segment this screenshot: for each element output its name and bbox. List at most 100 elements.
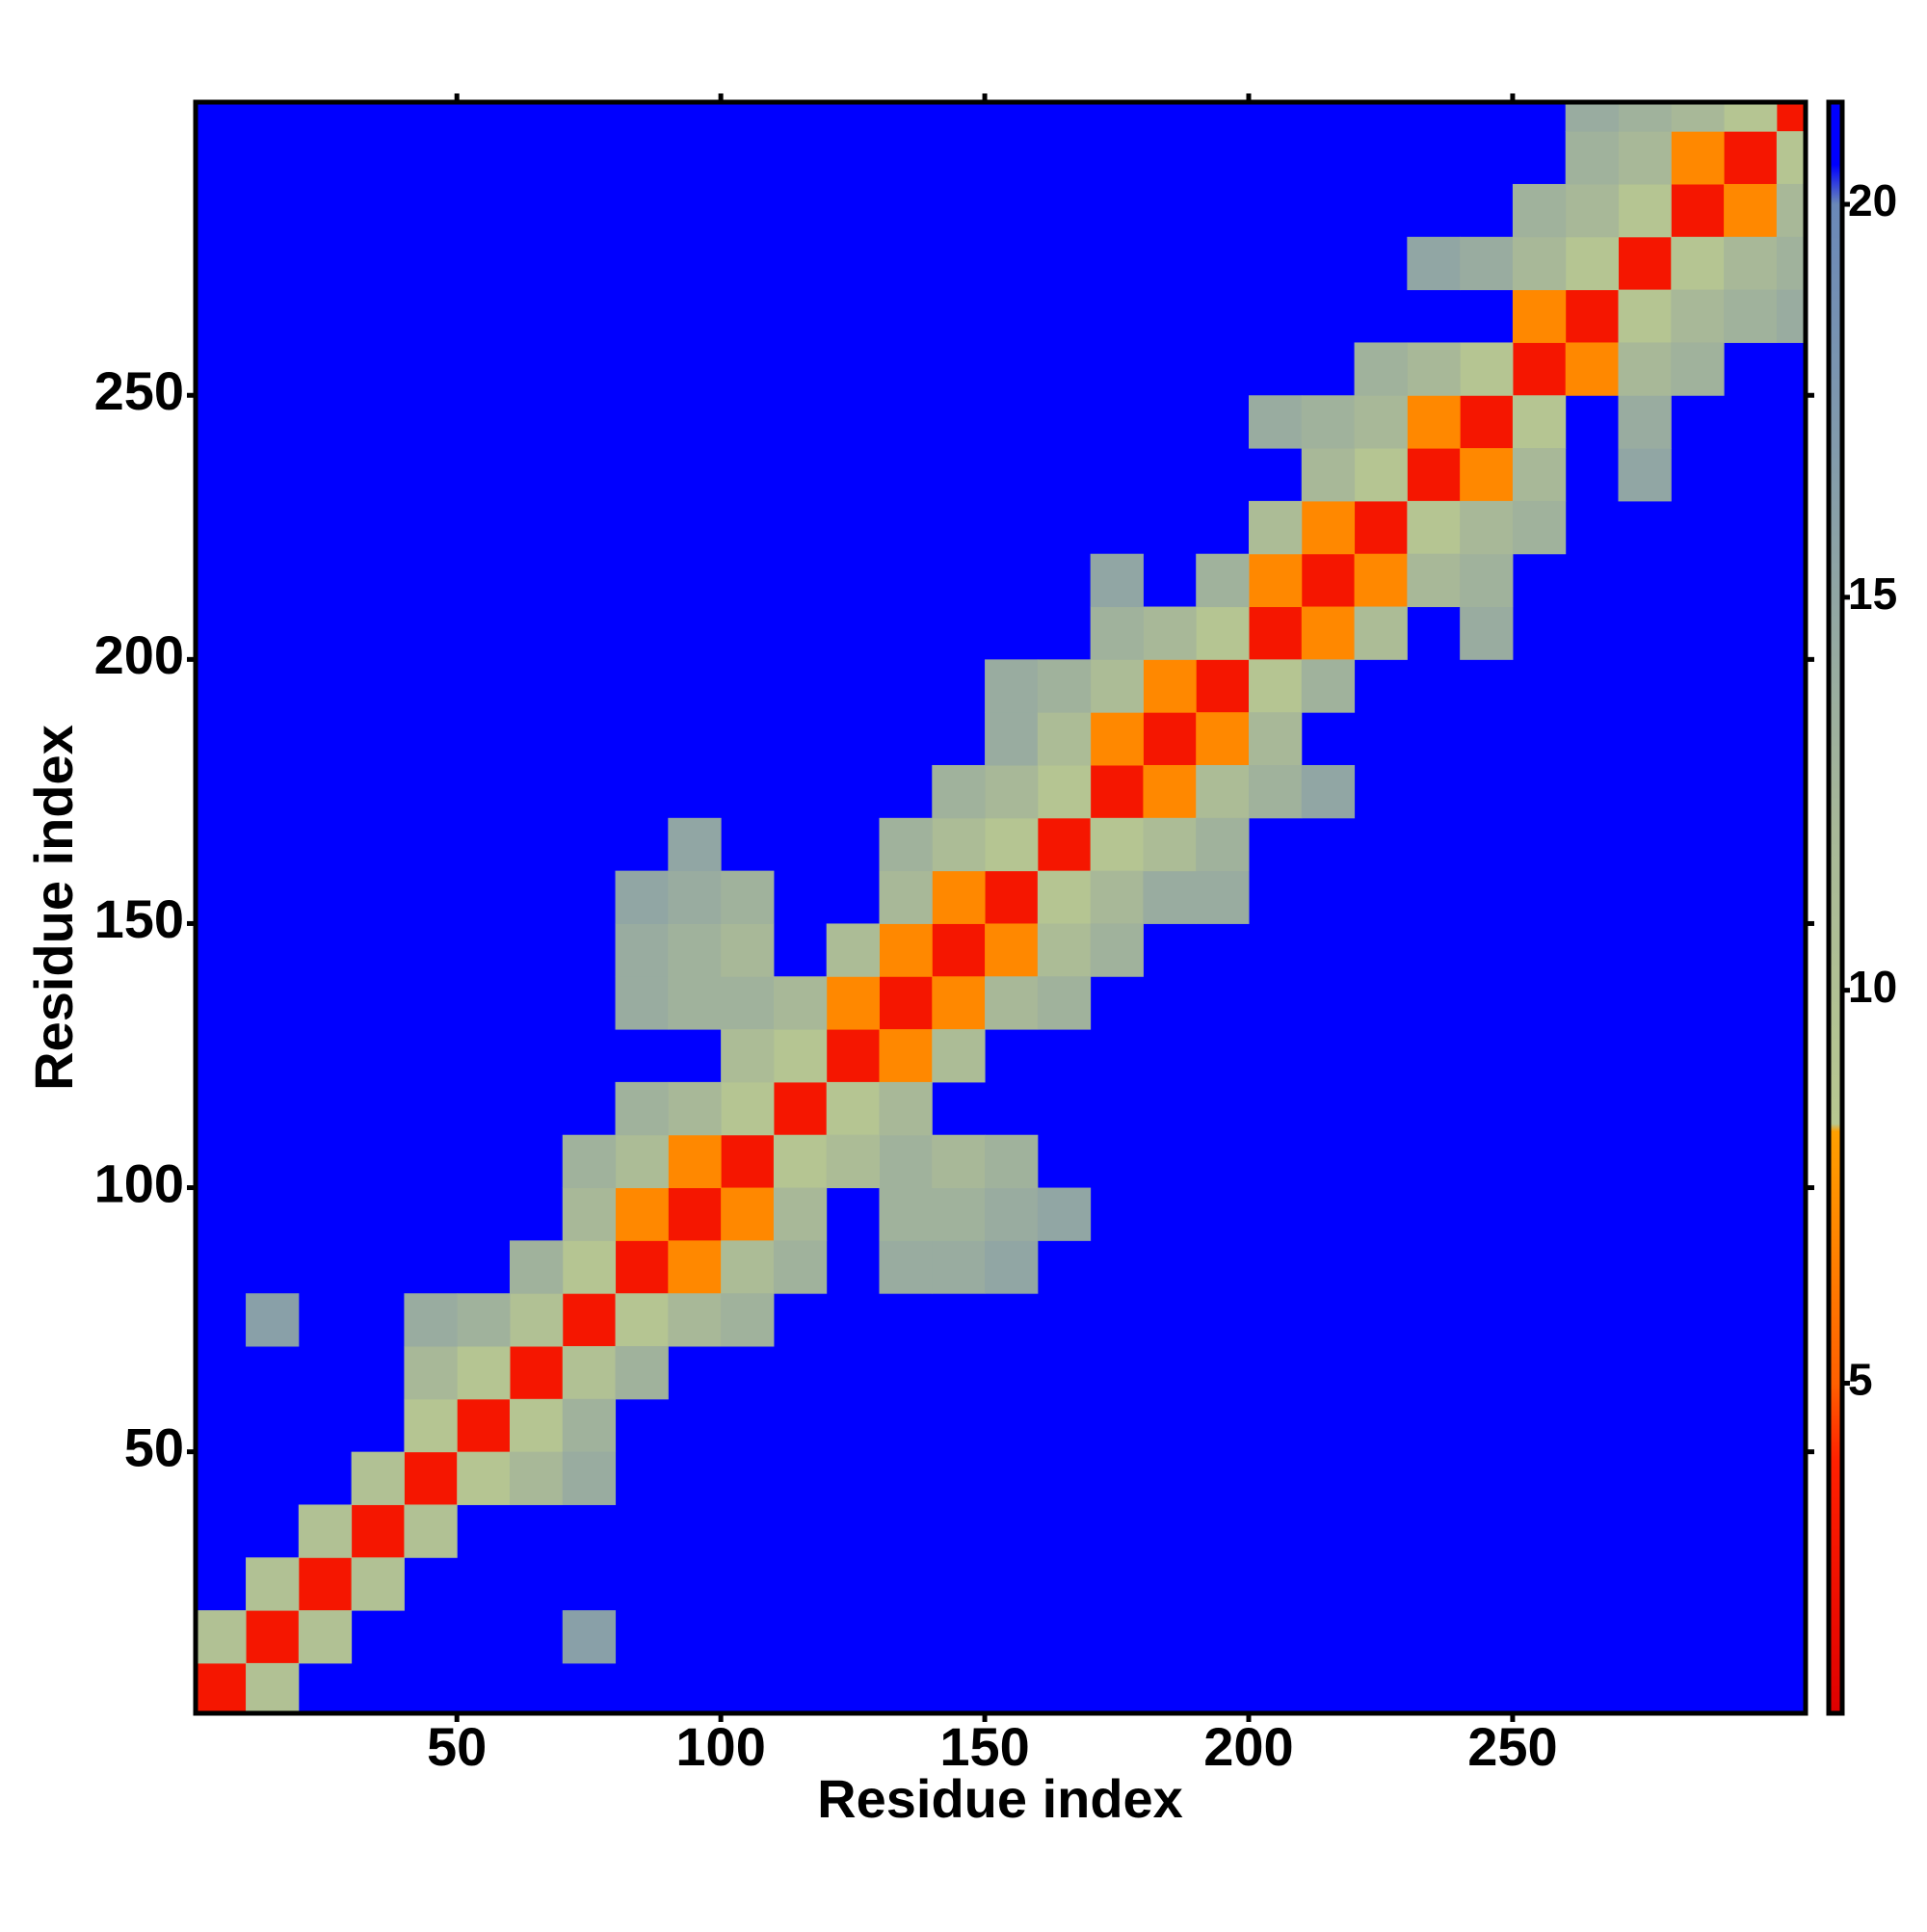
heatmap-cell xyxy=(1090,712,1144,766)
heatmap-cell xyxy=(985,1240,1039,1294)
heatmap-cell xyxy=(1037,976,1092,1030)
heatmap-cell xyxy=(1090,923,1144,977)
x-tick-label: 50 xyxy=(427,1716,487,1777)
heatmap-cell xyxy=(1143,659,1197,713)
heatmap-cell xyxy=(932,1029,986,1083)
heatmap-cell xyxy=(351,1557,405,1611)
heatmap-cell xyxy=(1354,342,1408,396)
heatmap-cell xyxy=(879,1029,933,1083)
heatmap-cell xyxy=(721,1240,775,1294)
heatmap-cell xyxy=(1512,289,1567,343)
heatmap-cell xyxy=(1248,395,1303,449)
heatmap-cell xyxy=(246,1293,300,1347)
heatmap-cell xyxy=(826,1081,880,1136)
heatmap-cell xyxy=(1618,395,1672,449)
heatmap-cell xyxy=(509,1451,564,1505)
heatmap-cell xyxy=(1671,131,1725,185)
heatmap-cell xyxy=(298,1504,353,1558)
heatmap-cell xyxy=(826,1029,880,1083)
heatmap-cell xyxy=(1248,606,1303,660)
heatmap-cell xyxy=(1248,659,1303,713)
heatmap-cell xyxy=(1776,289,1806,343)
colorbar-tick-label: 20 xyxy=(1848,175,1897,225)
heatmap-cell xyxy=(985,712,1039,766)
heatmap-cell xyxy=(1248,553,1303,608)
heatmap-cell xyxy=(509,1398,564,1453)
heatmap-cell xyxy=(1460,606,1514,660)
heatmap-cell xyxy=(1776,131,1806,185)
colorbar-tick-label: 5 xyxy=(1848,1355,1873,1405)
heatmap-cell xyxy=(879,1134,933,1189)
heatmap-cell xyxy=(1565,131,1620,185)
heatmap-cell xyxy=(1618,236,1672,291)
heatmap-cell xyxy=(1301,500,1356,555)
heatmap-cell xyxy=(1565,289,1620,343)
heatmap-cell xyxy=(879,1081,933,1136)
heatmap-cell xyxy=(615,870,669,924)
heatmap-cell xyxy=(246,1610,300,1664)
heatmap-cell xyxy=(985,1134,1039,1189)
heatmap-cell xyxy=(879,1240,933,1294)
heatmap-cell xyxy=(1196,659,1250,713)
heatmap-cell xyxy=(1090,764,1144,819)
heatmap-cell xyxy=(1618,102,1672,132)
heatmap-cell xyxy=(1671,236,1725,291)
heatmap-cell xyxy=(932,923,986,977)
y-tick-label: 50 xyxy=(124,1416,184,1477)
heatmap-cell xyxy=(932,870,986,924)
heatmap-cell xyxy=(1037,923,1092,977)
heatmap-cell xyxy=(1143,606,1197,660)
heatmap-cell xyxy=(196,1662,247,1713)
x-tick-label: 150 xyxy=(939,1716,1029,1777)
heatmap-cell xyxy=(457,1398,511,1453)
heatmap-cell xyxy=(1618,342,1672,396)
heatmap-cell xyxy=(985,870,1039,924)
heatmap-cell xyxy=(1512,236,1567,291)
heatmap-cell xyxy=(404,1451,458,1505)
heatmap-cell xyxy=(509,1240,564,1294)
heatmap-cell xyxy=(615,1081,669,1136)
heatmap-cell xyxy=(562,1240,617,1294)
heatmap-cell xyxy=(1671,342,1725,396)
heatmap-cell xyxy=(1407,553,1461,608)
heatmap-cell xyxy=(404,1293,458,1347)
heatmap-cell xyxy=(1565,236,1620,291)
heatmap-cell xyxy=(1196,553,1250,608)
heatmap-cell xyxy=(773,1187,828,1241)
heatmap-cell xyxy=(1776,183,1806,238)
heatmap-cell xyxy=(1724,131,1778,185)
heatmap-cell xyxy=(298,1610,353,1664)
heatmap-cell xyxy=(668,923,722,977)
heatmap-cell xyxy=(1090,817,1144,872)
heatmap-cell xyxy=(1301,659,1356,713)
heatmap-cell xyxy=(615,976,669,1030)
heatmap-cell xyxy=(932,1240,986,1294)
heatmap-cell xyxy=(985,764,1039,819)
heatmap-cell xyxy=(1301,448,1356,502)
heatmap-cell xyxy=(1512,448,1567,502)
heatmap-cell xyxy=(932,764,986,819)
heatmap-cell xyxy=(985,923,1039,977)
heatmap-cell xyxy=(721,870,775,924)
heatmap-cell xyxy=(1776,102,1806,132)
heatmap-cell xyxy=(509,1293,564,1347)
heatmap-cell xyxy=(1301,553,1356,608)
heatmap-cell xyxy=(404,1504,458,1558)
heatmap-cell xyxy=(1460,500,1514,555)
heatmap-cell xyxy=(1196,712,1250,766)
heatmap-cell xyxy=(1196,606,1250,660)
heatmap-cell xyxy=(562,1398,617,1453)
heatmap-cell xyxy=(826,923,880,977)
heatmap-cell xyxy=(1037,764,1092,819)
heatmap-cell xyxy=(932,1134,986,1189)
heatmap-cell xyxy=(562,1187,617,1241)
heatmap-cell xyxy=(1354,553,1408,608)
heatmap-cell xyxy=(668,817,722,872)
heatmap-cell xyxy=(1618,289,1672,343)
heatmap-cell xyxy=(1460,448,1514,502)
heatmap-cell xyxy=(1090,870,1144,924)
heatmap-cell xyxy=(615,1293,669,1347)
heatmap-cell xyxy=(1671,183,1725,238)
heatmap-cell xyxy=(721,1134,775,1189)
